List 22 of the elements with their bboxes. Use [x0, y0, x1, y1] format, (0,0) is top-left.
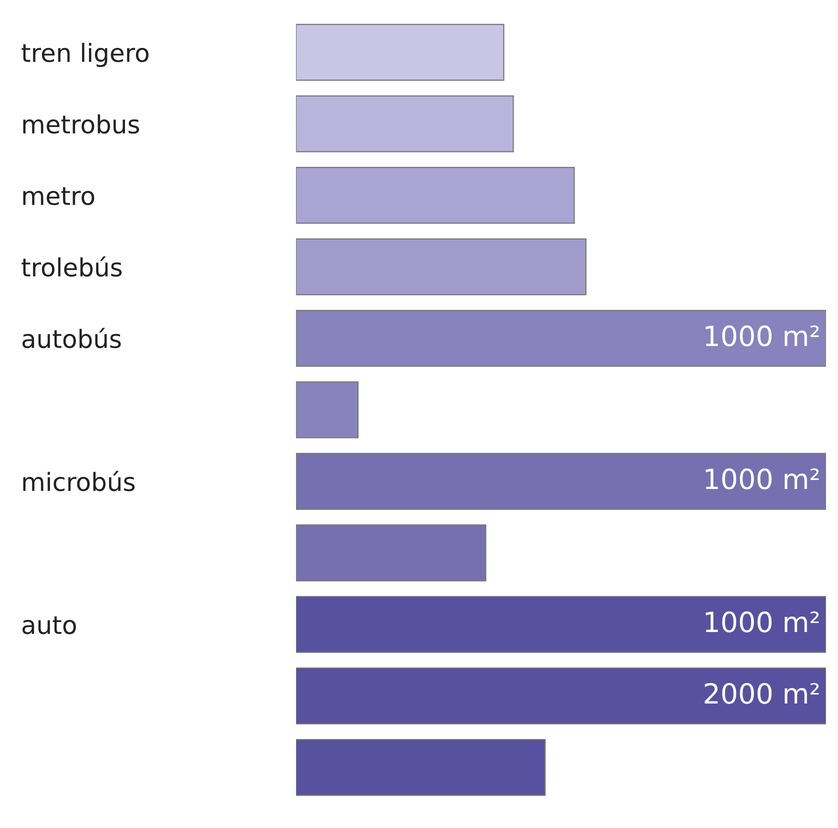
- y-tick-label: microbús: [23, 470, 135, 492]
- data-label: 1000 m²: [706, 325, 819, 346]
- bar: [296, 524, 486, 582]
- y-tick-label: tren ligero: [22, 42, 148, 68]
- y-tick-label: metro: [23, 187, 94, 206]
- y-tick-label: trolebús: [22, 256, 122, 277]
- bar: [296, 738, 546, 796]
- bar: [296, 166, 575, 224]
- bar: [296, 24, 504, 81]
- bar: [296, 667, 826, 724]
- bar: [296, 452, 826, 510]
- bar: [296, 381, 359, 438]
- bar: [296, 310, 826, 367]
- bar: [296, 95, 514, 152]
- annotation: 2000 m²: [704, 682, 819, 704]
- y-tick-label: metrobus: [23, 114, 140, 134]
- y-tick-label: autobús: [22, 328, 121, 348]
- y-tick-label: auto: [22, 616, 76, 634]
- data-label: 1000 m²: [706, 611, 819, 632]
- data-label: 1000 m²: [706, 468, 819, 490]
- bar: [296, 238, 586, 296]
- bar: [296, 596, 826, 653]
